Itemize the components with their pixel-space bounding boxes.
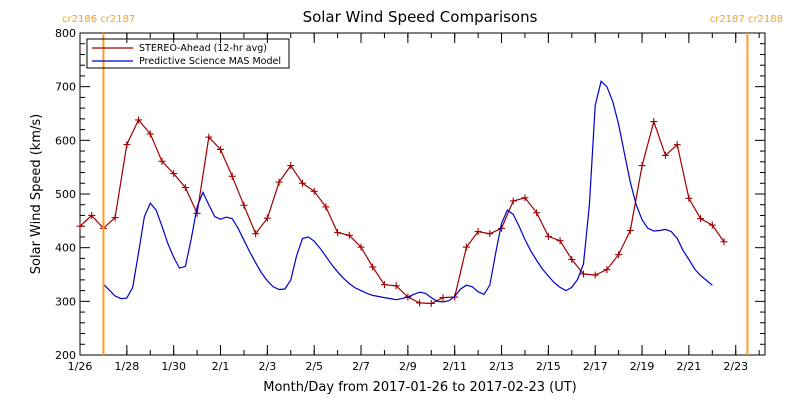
- carrington-label: cr2186 cr2187: [62, 14, 135, 25]
- y-axis-title: Solar Wind Speed (km/s): [29, 114, 44, 274]
- x-tick-label: 1/28: [114, 360, 139, 373]
- data-point-marker: [263, 214, 271, 222]
- data-point-marker: [462, 243, 470, 251]
- legend-label-stereo: STEREO-Ahead (12-hr avg): [139, 43, 267, 54]
- data-point-marker: [334, 229, 342, 237]
- data-point-marker: [720, 238, 728, 246]
- data-point-marker: [76, 222, 84, 230]
- data-point-marker: [170, 170, 178, 178]
- data-point-marker: [533, 209, 541, 217]
- data-point-marker: [322, 203, 330, 211]
- data-point-marker: [345, 231, 353, 239]
- x-tick-label: 2/21: [677, 360, 702, 373]
- data-point-marker: [568, 255, 576, 263]
- x-tick-label: 2/5: [305, 360, 323, 373]
- data-point-marker: [685, 194, 693, 202]
- data-point-marker: [474, 228, 482, 236]
- legend: STEREO-Ahead (12-hr avg) Predictive Scie…: [86, 38, 290, 69]
- x-tick-label: 2/3: [258, 360, 276, 373]
- chart-title: Solar Wind Speed Comparisons: [303, 8, 538, 26]
- data-point-marker: [521, 194, 529, 202]
- data-point-marker: [181, 184, 189, 192]
- data-point-marker: [544, 232, 552, 240]
- x-tick-label: 2/13: [489, 360, 514, 373]
- y-tick-label: 800: [55, 27, 76, 40]
- data-point-marker: [88, 211, 96, 219]
- x-tick-label: 2/23: [723, 360, 748, 373]
- data-point-marker: [486, 230, 494, 238]
- y-tick-label: 200: [55, 349, 76, 362]
- x-tick-label: 2/17: [583, 360, 608, 373]
- y-tick-label: 600: [55, 134, 76, 147]
- legend-label-model: Predictive Science MAS Model: [139, 56, 281, 67]
- x-tick-label: 2/1: [212, 360, 230, 373]
- data-point-marker: [392, 282, 400, 290]
- data-point-marker: [310, 187, 318, 195]
- data-point-marker: [135, 116, 143, 124]
- y-tick-label: 700: [55, 81, 76, 94]
- x-axis: 1/26 1/28 1/30 2/1 2/3 2/5 2/7 2/9 2/11 2/13 2/15 2…: [68, 33, 760, 373]
- data-point-marker: [626, 226, 634, 234]
- data-point-marker: [369, 263, 377, 271]
- data-point-marker: [708, 221, 716, 229]
- x-axis-title: Month/Day from 2017-01-26 to 2017-02-23 …: [263, 380, 576, 395]
- data-point-marker: [287, 162, 295, 170]
- data-point-marker: [650, 118, 658, 126]
- series-line-stereo: [79, 118, 725, 305]
- data-point-marker: [240, 201, 248, 209]
- data-point-marker: [158, 157, 166, 165]
- data-point-marker: [638, 162, 646, 170]
- x-tick-label: 2/11: [442, 360, 467, 373]
- data-point-marker: [275, 178, 283, 186]
- x-tick-label: 1/26: [68, 360, 93, 373]
- y-tick-label: 300: [55, 295, 76, 308]
- data-point-marker: [509, 197, 517, 205]
- data-point-marker: [146, 130, 154, 138]
- data-point-marker: [380, 281, 388, 289]
- y-axis: 200 300 400 500 600 700 800: [55, 27, 765, 362]
- data-point-marker: [556, 237, 564, 245]
- data-point-marker: [591, 271, 599, 279]
- y-tick-label: 500: [55, 188, 76, 201]
- data-point-marker: [416, 299, 424, 307]
- plot-frame: [79, 32, 766, 356]
- x-tick-label: 2/19: [630, 360, 655, 373]
- data-point-marker: [673, 141, 681, 149]
- data-point-marker: [217, 145, 225, 153]
- x-tick-label: 1/30: [161, 360, 186, 373]
- data-point-marker: [697, 215, 705, 223]
- data-point-marker: [357, 243, 365, 251]
- x-tick-label: 2/7: [352, 360, 370, 373]
- data-point-marker: [228, 172, 236, 180]
- data-point-marker: [298, 179, 306, 187]
- data-point-marker: [439, 294, 447, 302]
- legend-box: [86, 38, 290, 69]
- data-point-marker: [603, 266, 611, 274]
- y-tick-label: 400: [55, 242, 76, 255]
- x-tick-label: 2/9: [399, 360, 417, 373]
- data-point-marker: [580, 270, 588, 278]
- series-line-model: [102, 80, 713, 303]
- data-point-marker: [111, 214, 119, 222]
- data-point-marker: [661, 151, 669, 159]
- data-point-marker: [615, 251, 623, 259]
- data-point-marker: [252, 230, 260, 238]
- series-layer: [76, 80, 728, 307]
- carrington-markers: cr2186 cr2187 cr2187 cr2188: [62, 14, 783, 355]
- x-tick-label: 2/15: [536, 360, 561, 373]
- data-point-marker: [193, 209, 201, 217]
- carrington-label: cr2187 cr2188: [710, 14, 783, 25]
- data-point-marker: [205, 133, 213, 141]
- data-point-marker: [123, 141, 131, 149]
- data-point-marker: [427, 299, 435, 307]
